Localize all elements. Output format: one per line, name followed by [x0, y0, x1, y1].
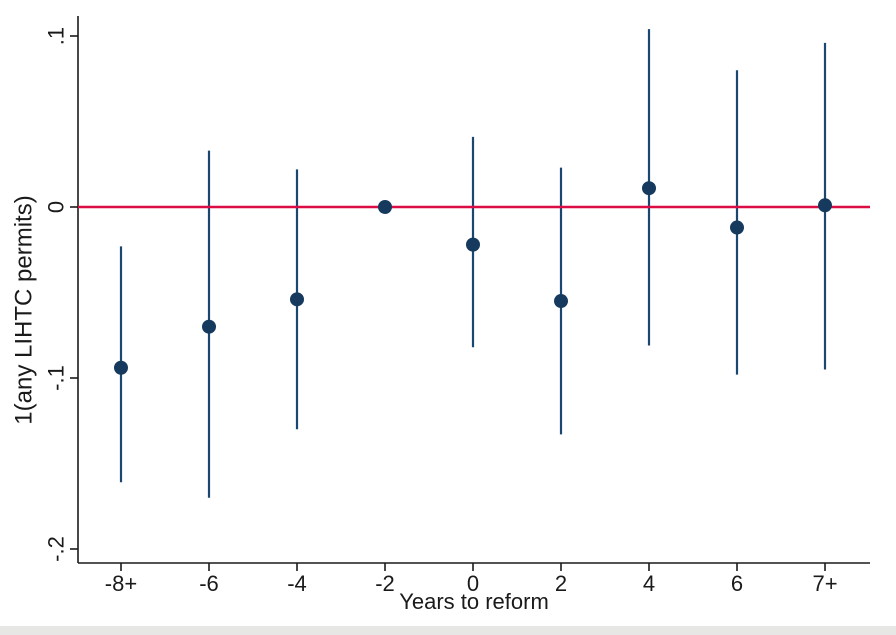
coef-marker [290, 292, 304, 307]
y-tick-label: -.1 [44, 365, 69, 391]
scan-artifact-strip [0, 626, 896, 635]
coef-marker [818, 198, 832, 213]
coef-marker [730, 220, 744, 235]
coef-marker [642, 181, 656, 196]
x-tick-label: -2 [375, 571, 395, 596]
coef-marker [378, 200, 392, 214]
x-tick-label: -6 [199, 571, 219, 596]
x-tick-label: 7+ [812, 571, 837, 596]
x-tick-label: 0 [467, 571, 479, 596]
x-tick-label: -8+ [105, 571, 137, 596]
coef-marker [202, 319, 216, 334]
y-axis-title: 1(any LIHTC permits) [11, 195, 38, 424]
coef-marker [114, 360, 128, 375]
x-axis-title: Years to reform [399, 589, 549, 614]
x-tick-label: 6 [731, 571, 743, 596]
x-tick-label: -4 [287, 571, 307, 596]
x-tick-label: 4 [643, 571, 655, 596]
coef-marker [554, 294, 568, 309]
x-tick-label: 2 [555, 571, 567, 596]
coef-marker [466, 237, 480, 252]
y-tick-label: .1 [44, 27, 69, 45]
y-tick-label: -.2 [44, 536, 69, 562]
y-tick-label: 0 [44, 201, 69, 213]
